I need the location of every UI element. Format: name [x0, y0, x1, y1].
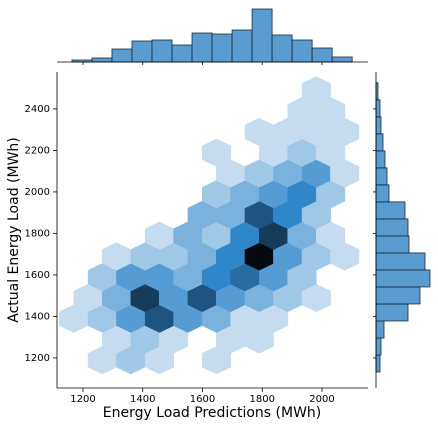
y-tick-label: 1400 — [25, 311, 50, 322]
y-tick-label: 1200 — [25, 353, 50, 364]
y-tick-label: 2200 — [25, 145, 50, 156]
top-hist-bar — [271, 34, 293, 63]
right-hist-bar — [375, 303, 409, 322]
right-hist-bar — [375, 269, 431, 288]
x-axis-label: Energy Load Predictions (MWh) — [103, 405, 322, 421]
top-hist-bar — [171, 44, 193, 63]
right-hist-bar — [375, 201, 406, 220]
top-hist-bar — [151, 39, 173, 63]
right-hist-bar — [375, 235, 410, 254]
y-tick-label: 1800 — [25, 228, 50, 239]
x-tick-label: 2000 — [309, 394, 334, 405]
right-hist-bar — [375, 150, 386, 169]
top-hist-bar — [231, 29, 253, 63]
y-tick-label: 2400 — [25, 104, 50, 115]
right-hist-bar — [375, 116, 382, 135]
hexbin-cell — [301, 76, 331, 105]
x-tick-label: 1200 — [70, 394, 95, 405]
x-tick-label: 1800 — [250, 394, 275, 405]
right-hist-bar — [375, 167, 388, 186]
top-hist-bar — [91, 57, 113, 63]
hexbin-cell — [201, 138, 232, 167]
top-hist-bar — [251, 8, 273, 63]
right-hist-bar — [375, 337, 382, 356]
x-tick-label: 1400 — [130, 394, 155, 405]
right-hist-bar — [375, 354, 381, 373]
right-hist-bar — [375, 320, 385, 339]
y-axis-label: Actual Energy Load (MWh) — [6, 137, 22, 323]
x-tick-label: 1600 — [190, 394, 215, 405]
right-hist-bar — [375, 133, 384, 152]
right-hist-bar — [375, 99, 381, 118]
right-hist-bar — [375, 286, 421, 305]
y-tick-label: 1600 — [25, 270, 50, 281]
top-hist-bar — [191, 32, 213, 63]
top-hist-bar — [211, 33, 233, 63]
top-hist-bar — [131, 40, 153, 63]
top-hist-bar — [111, 48, 133, 63]
right-hist-bar — [375, 184, 390, 203]
top-hist-bar — [311, 47, 333, 63]
y-tick-label: 2000 — [25, 187, 50, 198]
top-hist-bar — [291, 39, 313, 63]
right-hist-bar — [375, 252, 426, 271]
right-hist-bar — [375, 218, 409, 237]
top-hist-bar — [331, 56, 353, 63]
